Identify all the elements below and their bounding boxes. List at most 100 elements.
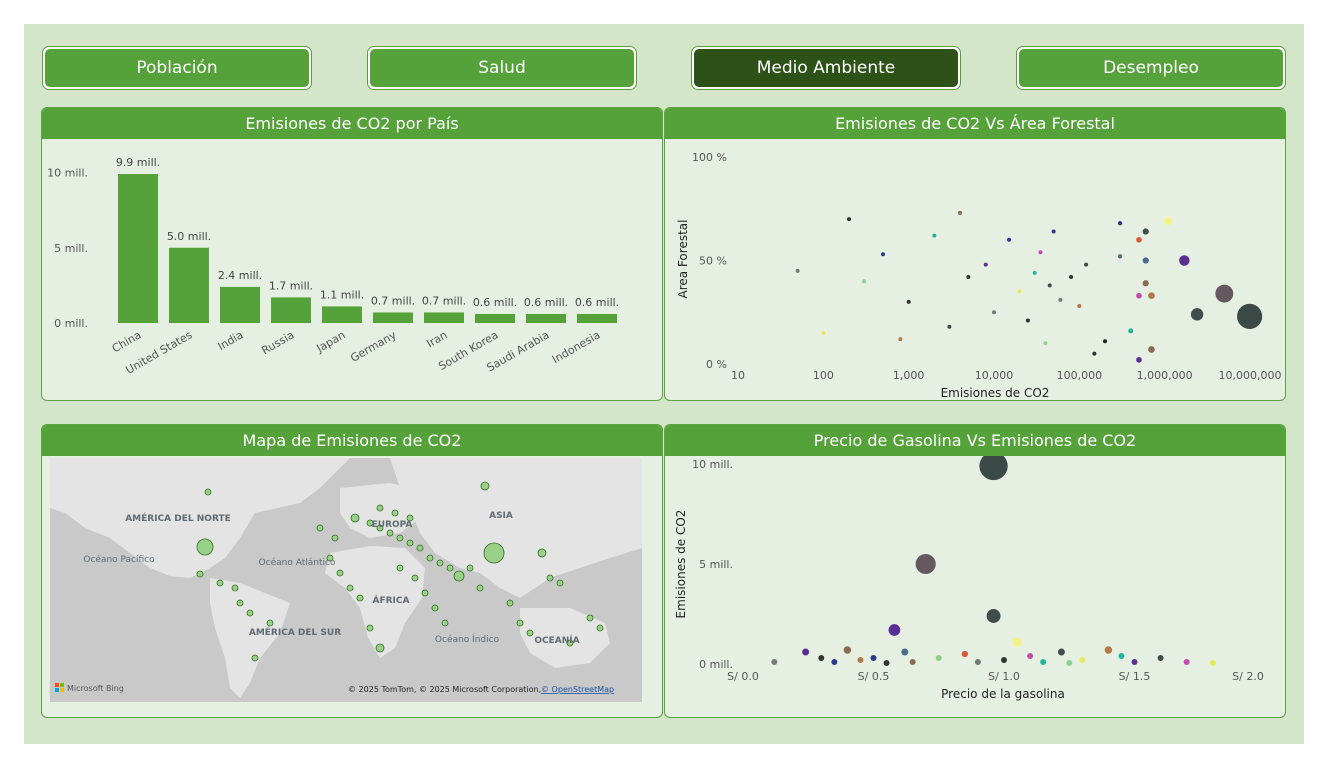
scatter-point[interactable] <box>1017 289 1022 294</box>
map-bubble[interactable] <box>204 488 212 496</box>
scatter-point[interactable] <box>966 275 971 280</box>
scatter-point[interactable] <box>906 299 911 304</box>
map-bubble[interactable] <box>196 570 204 578</box>
map-bubble[interactable] <box>416 544 424 552</box>
nav-button-medio-ambiente[interactable]: Medio Ambiente <box>691 46 961 90</box>
map-bubble[interactable] <box>516 619 524 627</box>
scatter-point[interactable] <box>1164 216 1173 226</box>
scatter-point[interactable] <box>915 553 936 575</box>
map-bubble[interactable] <box>236 599 244 607</box>
map-bubble[interactable] <box>566 639 574 647</box>
scatter-point[interactable] <box>961 650 969 658</box>
scatter-point[interactable] <box>888 624 901 636</box>
map-bubble[interactable] <box>483 542 505 564</box>
map-bubble[interactable] <box>350 513 360 523</box>
scatter-point[interactable] <box>947 324 952 329</box>
scatter-point[interactable] <box>901 648 909 656</box>
scatter-point[interactable] <box>1007 237 1012 242</box>
scatter-point[interactable] <box>1027 653 1034 659</box>
map-bubble[interactable] <box>231 584 239 592</box>
map-bubble[interactable] <box>596 624 604 632</box>
scatter-point[interactable] <box>1136 236 1142 243</box>
scatter-point[interactable] <box>795 268 800 273</box>
scatter-point[interactable] <box>870 655 877 661</box>
scatter-point[interactable] <box>1118 653 1125 659</box>
scatter-point[interactable] <box>1079 657 1086 663</box>
scatter-point[interactable] <box>843 646 852 654</box>
map-bubble[interactable] <box>366 624 374 632</box>
nav-button-salud[interactable]: Salud <box>367 46 637 90</box>
scatter-point[interactable] <box>1058 297 1063 302</box>
map-bubble[interactable] <box>376 524 384 532</box>
scatter-point[interactable] <box>909 659 916 665</box>
scatter-point[interactable] <box>1117 221 1123 226</box>
scatter-point[interactable] <box>974 659 981 665</box>
scatter-point[interactable] <box>979 456 1008 481</box>
bar[interactable] <box>577 313 617 323</box>
map-bubble[interactable] <box>386 529 394 537</box>
map-bubble[interactable] <box>453 570 465 582</box>
scatter-point[interactable] <box>1092 351 1097 356</box>
scatter-point[interactable] <box>1190 308 1204 321</box>
map-bubble[interactable] <box>356 594 364 602</box>
map-bubble[interactable] <box>411 574 419 582</box>
map-bubble[interactable] <box>251 654 259 662</box>
scatter-point[interactable] <box>1103 339 1108 344</box>
scatter-point[interactable] <box>857 657 864 663</box>
map-bubble[interactable] <box>316 524 324 532</box>
scatter-point[interactable] <box>821 330 826 335</box>
scatter-point[interactable] <box>1157 655 1164 661</box>
map-bubble[interactable] <box>331 534 339 542</box>
map-bubble[interactable] <box>326 554 334 562</box>
scatter-point[interactable] <box>818 655 825 661</box>
scatter-point[interactable] <box>883 660 890 666</box>
scatter-point[interactable] <box>1142 228 1149 235</box>
map-bubble[interactable] <box>196 538 214 556</box>
map-bubble[interactable] <box>506 599 514 607</box>
map-bubble[interactable] <box>426 554 434 562</box>
scatter-point[interactable] <box>1237 303 1263 329</box>
osm-link[interactable]: © OpenStreetMap <box>541 685 614 694</box>
scatter-point[interactable] <box>1066 660 1073 666</box>
scatter-point[interactable] <box>983 262 988 267</box>
scatter-point[interactable] <box>1131 659 1138 665</box>
scatter-point[interactable] <box>958 210 963 215</box>
map-bubble[interactable] <box>586 614 594 622</box>
map-bubble[interactable] <box>266 619 274 627</box>
bar[interactable] <box>424 312 464 323</box>
map-bubble[interactable] <box>391 509 399 517</box>
scatter-point[interactable] <box>862 279 867 284</box>
scatter-point[interactable] <box>1038 250 1043 255</box>
map-bubble[interactable] <box>396 564 404 572</box>
bar[interactable] <box>169 247 209 323</box>
map-bubble[interactable] <box>526 629 534 637</box>
nav-button-poblacion[interactable]: Población <box>42 46 312 90</box>
scatter-point[interactable] <box>1128 328 1134 334</box>
bar[interactable] <box>373 312 413 323</box>
map-bubble[interactable] <box>376 504 384 512</box>
scatter-point[interactable] <box>1001 657 1007 663</box>
map-bubble[interactable] <box>246 609 254 617</box>
map-bubble[interactable] <box>421 589 429 597</box>
scatter-point[interactable] <box>1057 648 1065 656</box>
scatter-point[interactable] <box>1069 275 1074 280</box>
scatter-point[interactable] <box>1025 318 1030 323</box>
scatter-point[interactable] <box>1183 659 1190 665</box>
scatter-point[interactable] <box>1209 660 1216 666</box>
map-bubble[interactable] <box>466 564 474 572</box>
nav-button-desempleo[interactable]: Desempleo <box>1016 46 1286 90</box>
map-bubble[interactable] <box>406 514 414 522</box>
bar[interactable] <box>475 313 515 323</box>
scatter-point[interactable] <box>1012 637 1022 647</box>
scatter-point[interactable] <box>1043 341 1048 346</box>
map-bubble[interactable] <box>375 643 385 653</box>
scatter-point[interactable] <box>898 337 903 342</box>
bar[interactable] <box>271 297 311 323</box>
map-bubble[interactable] <box>396 534 404 542</box>
scatter-point[interactable] <box>771 659 778 665</box>
scatter-point[interactable] <box>1148 292 1155 300</box>
scatter-point[interactable] <box>1136 292 1142 299</box>
map-bubble[interactable] <box>216 579 224 587</box>
scatter-point[interactable] <box>880 252 885 257</box>
map-bubble[interactable] <box>336 569 344 577</box>
